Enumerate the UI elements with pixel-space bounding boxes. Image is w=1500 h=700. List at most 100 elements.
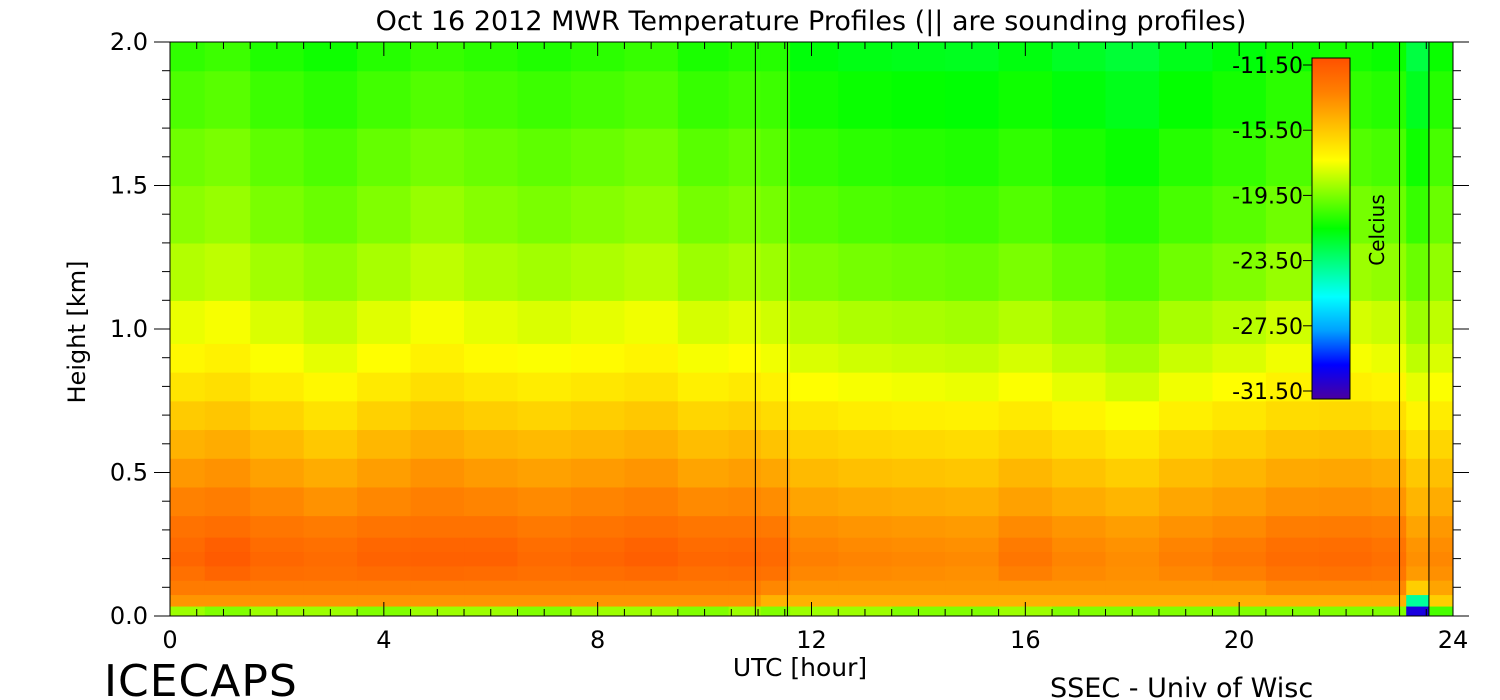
heatmap-cell xyxy=(945,242,1000,301)
heatmap-cell xyxy=(677,242,730,301)
heatmap-cell xyxy=(410,515,465,538)
heatmap-cell xyxy=(1052,580,1107,596)
heatmap-cell xyxy=(760,515,791,538)
heatmap-cell xyxy=(357,537,412,553)
heatmap-cell xyxy=(760,551,791,567)
heatmap-cell xyxy=(1052,565,1107,581)
x-tick-label: 24 xyxy=(1438,626,1469,654)
heatmap-cell xyxy=(303,242,358,301)
sounding-markers xyxy=(754,42,1430,616)
x-tick-label: 16 xyxy=(1010,626,1041,654)
x-tick-label: 0 xyxy=(162,626,177,654)
heatmap-cell xyxy=(204,594,251,607)
heatmap-cell xyxy=(1265,458,1320,488)
heatmap-cell xyxy=(1406,70,1430,129)
x-tick-label: 8 xyxy=(590,626,605,654)
heatmap-cell xyxy=(410,429,465,459)
heatmap-cell xyxy=(357,429,412,459)
heatmap-cell xyxy=(677,343,730,373)
heatmap-cell xyxy=(570,551,625,567)
heatmap-cell xyxy=(1406,400,1430,431)
heatmap-cell xyxy=(728,458,762,488)
heatmap-cell xyxy=(357,486,412,517)
heatmap-cell xyxy=(998,486,1053,517)
heatmap-cell xyxy=(760,372,791,402)
heatmap-cell xyxy=(838,594,893,607)
heatmap-cell xyxy=(170,343,206,373)
heatmap-cell xyxy=(1105,242,1160,301)
heatmap-cell xyxy=(1158,594,1214,607)
heatmap-cell xyxy=(1265,300,1320,344)
heatmap-cell xyxy=(250,242,305,301)
heatmap-cell xyxy=(517,580,572,596)
x-tick-label: 4 xyxy=(376,626,391,654)
heatmap-cell xyxy=(760,70,791,129)
heatmap-cell xyxy=(1428,242,1453,301)
heatmap-cell xyxy=(170,605,206,616)
heatmap-cell xyxy=(570,565,625,581)
heatmap-cell xyxy=(838,300,893,344)
heatmap-cell xyxy=(1158,537,1214,553)
heatmap-cell xyxy=(1265,242,1320,301)
heatmap-cell xyxy=(891,565,946,581)
heatmap-cell xyxy=(410,70,465,129)
heatmap-cell xyxy=(464,580,519,596)
heatmap-cell xyxy=(677,551,730,567)
heatmap-cell xyxy=(728,70,762,129)
heatmap-cell xyxy=(464,400,519,431)
heatmap-cell xyxy=(1371,343,1407,373)
heatmap-cell xyxy=(945,551,1000,567)
heatmap-cell xyxy=(728,537,762,553)
heatmap-cell xyxy=(677,70,730,129)
heatmap-cell xyxy=(945,486,1000,517)
heatmap-cell xyxy=(1319,580,1373,596)
heatmap-cell xyxy=(760,429,791,459)
heatmap-cell xyxy=(891,537,946,553)
heatmap-cell xyxy=(1158,300,1214,344)
heatmap-cell xyxy=(410,343,465,373)
heatmap-cell xyxy=(570,537,625,553)
heatmap-cell xyxy=(410,372,465,402)
heatmap-cell xyxy=(838,429,893,459)
heatmap-cell xyxy=(1265,551,1320,567)
heatmap-cell xyxy=(624,128,679,187)
heatmap xyxy=(170,42,1453,616)
heatmap-cell xyxy=(1265,486,1320,517)
heatmap-cell xyxy=(1158,565,1214,581)
heatmap-cell xyxy=(1212,70,1267,129)
heatmap-cell xyxy=(998,128,1053,187)
heatmap-cell xyxy=(998,458,1053,488)
heatmap-cell xyxy=(677,300,730,344)
y-tick-label: 0.5 xyxy=(110,459,148,487)
heatmap-cell xyxy=(170,515,206,538)
heatmap-cell xyxy=(570,185,625,244)
heatmap-cell xyxy=(1158,458,1214,488)
heatmap-cell xyxy=(945,580,1000,596)
heatmap-cell xyxy=(1406,343,1430,373)
y-tick-label: 0.0 xyxy=(110,602,148,630)
heatmap-cell xyxy=(760,580,791,596)
heatmap-cell xyxy=(760,185,791,244)
heatmap-cell xyxy=(790,42,839,72)
heatmap-cell xyxy=(1428,594,1453,607)
heatmap-cell xyxy=(790,580,839,596)
heatmap-cell xyxy=(945,515,1000,538)
heatmap-cell xyxy=(998,594,1053,607)
heatmap-cell xyxy=(677,429,730,459)
heatmap-cell xyxy=(945,372,1000,402)
heatmap-cell xyxy=(1428,551,1453,567)
heatmap-cell xyxy=(303,400,358,431)
heatmap-cell xyxy=(1319,486,1373,517)
heatmap-cell xyxy=(838,400,893,431)
heatmap-cell xyxy=(464,565,519,581)
colorbar-label: Celcius xyxy=(1365,194,1389,265)
heatmap-cell xyxy=(1158,486,1214,517)
heatmap-cell xyxy=(624,300,679,344)
heatmap-cell xyxy=(464,300,519,344)
heatmap-cell xyxy=(517,486,572,517)
heatmap-cell xyxy=(1265,70,1320,129)
heatmap-cell xyxy=(570,372,625,402)
heatmap-cell xyxy=(677,594,730,607)
heatmap-cell xyxy=(303,580,358,596)
